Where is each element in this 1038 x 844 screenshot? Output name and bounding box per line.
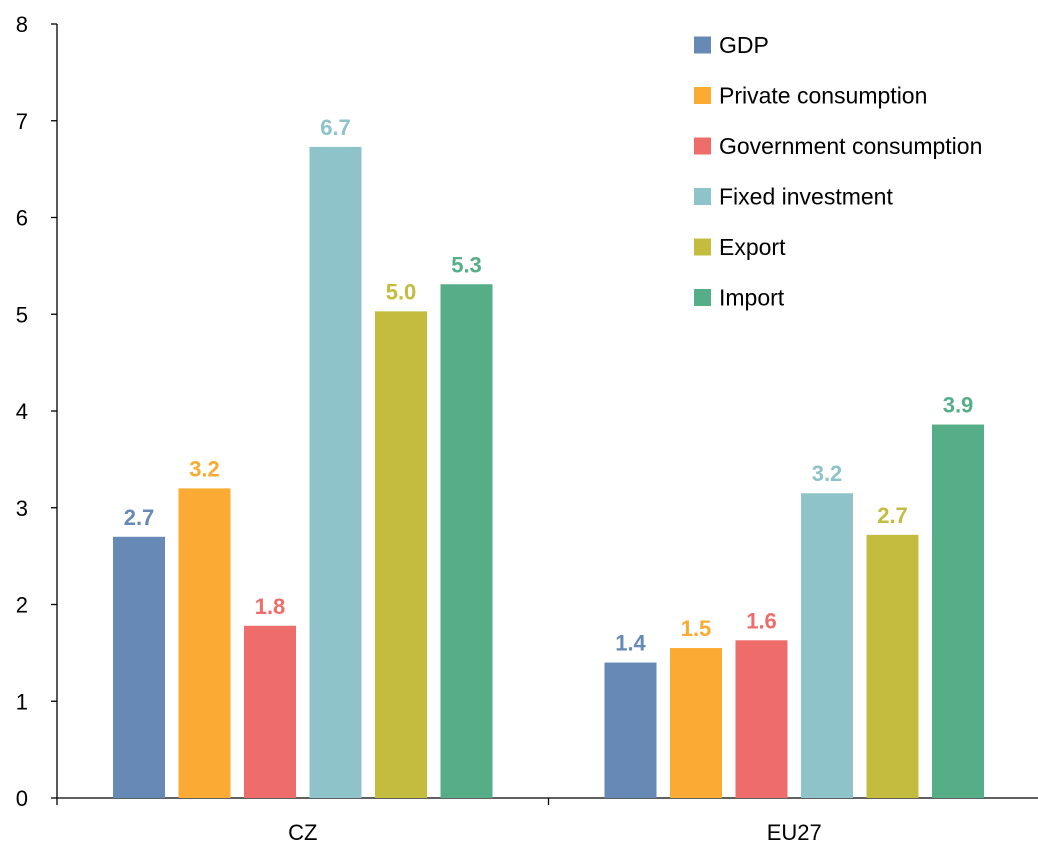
- legend-label: Private consumption: [719, 83, 927, 109]
- y-tick-label: 5: [16, 302, 28, 327]
- y-tick-label: 0: [16, 786, 28, 811]
- legend-label: Fixed investment: [719, 184, 893, 210]
- legend-swatch: [694, 137, 711, 155]
- legend-label: Government consumption: [719, 133, 982, 159]
- y-tick-label: 1: [16, 689, 28, 714]
- legend-label: Import: [719, 285, 785, 311]
- x-category-label: EU27: [767, 820, 822, 844]
- y-tick-label: 6: [16, 206, 28, 231]
- data-label: 3.2: [189, 456, 220, 481]
- bar-export-eu27: [866, 534, 919, 798]
- legend-label: GDP: [719, 32, 769, 58]
- bar-government-consumption-eu27: [735, 640, 788, 798]
- y-axis-ticks: 0 1 2 3 4 5 6 7 8: [16, 12, 57, 811]
- data-labels: 2.7 3.2 1.8 6.7 5.0 5.3 1.4 1.5 1.6 3.2 2.7 3.9: [124, 115, 974, 656]
- bar-private-consumption-eu27: [670, 648, 722, 798]
- bar-gdp-eu27: [604, 662, 657, 798]
- bar-gdp-cz: [113, 536, 165, 798]
- y-tick-label: 4: [16, 399, 28, 424]
- data-label: 5.3: [451, 252, 482, 277]
- bars: [113, 146, 984, 798]
- bar-export-cz: [375, 311, 427, 798]
- bar-private-consumption-cz: [178, 488, 231, 798]
- y-tick-label: 2: [16, 593, 28, 618]
- y-tick-label: 8: [16, 12, 28, 37]
- data-label: 2.7: [124, 505, 155, 530]
- legend-label: Export: [719, 234, 786, 260]
- y-tick-label: 7: [16, 109, 28, 134]
- legend: GDP Private consumption Government consump…: [694, 32, 982, 311]
- data-label: 1.8: [255, 594, 286, 619]
- legend-swatch: [694, 87, 711, 104]
- bar-import-eu27: [932, 424, 984, 798]
- data-label: 3.9: [943, 393, 974, 418]
- x-axis-ticks: CZ EU27: [56, 798, 822, 844]
- data-label: 3.2: [812, 461, 843, 486]
- y-tick-label: 3: [16, 496, 28, 521]
- data-label: 1.4: [615, 631, 646, 656]
- bar-import-cz: [440, 284, 493, 798]
- legend-swatch: [694, 36, 711, 54]
- data-label: 2.7: [877, 503, 908, 528]
- x-category-label: CZ: [288, 820, 317, 844]
- legend-swatch: [694, 289, 711, 306]
- legend-swatch: [694, 238, 711, 256]
- data-label: 1.6: [746, 608, 777, 633]
- bar-fixed-investment-cz: [309, 146, 362, 798]
- bar-fixed-investment-eu27: [801, 493, 853, 798]
- data-label: 6.7: [320, 115, 351, 140]
- bar-government-consumption-cz: [244, 625, 296, 798]
- data-label: 5.0: [386, 279, 417, 304]
- legend-swatch: [694, 188, 711, 205]
- data-label: 1.5: [681, 616, 712, 641]
